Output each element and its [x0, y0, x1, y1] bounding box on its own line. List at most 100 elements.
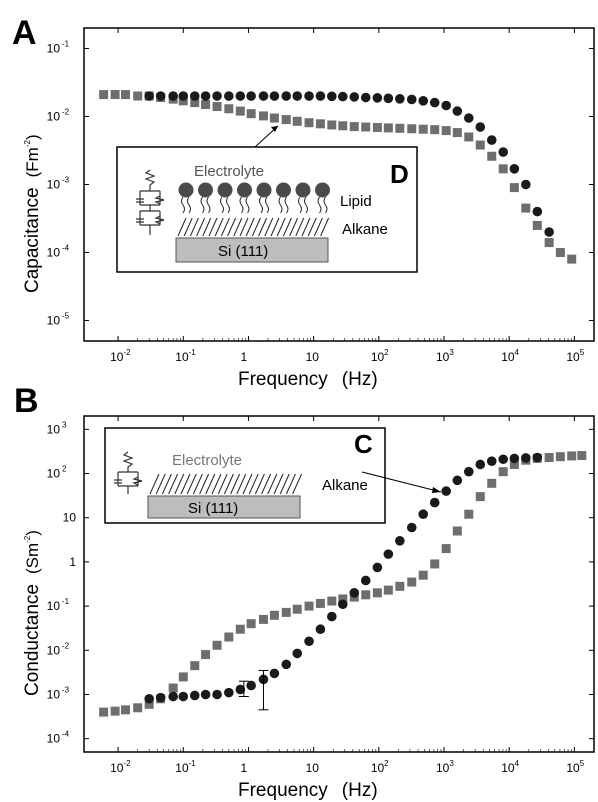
- data-point-circle: [269, 91, 280, 101]
- alkane-chain-icon: [320, 217, 330, 237]
- data-point-square: [452, 128, 462, 138]
- lipid-head-icon: [237, 182, 252, 198]
- data-point-square: [464, 509, 474, 519]
- data-point-circle: [406, 94, 417, 105]
- y-tick-label: 10: [63, 511, 77, 525]
- data-point-square: [430, 559, 440, 569]
- y-tick-label: 10 3: [47, 420, 67, 436]
- data-point-circle: [349, 92, 360, 102]
- data-point-square: [418, 570, 428, 580]
- x-tick-label: 102: [371, 759, 389, 775]
- data-point-square: [475, 140, 485, 150]
- inset-c-circuit-icon: [114, 451, 143, 494]
- data-point-square: [246, 109, 256, 119]
- data-point-square: [327, 596, 337, 606]
- data-point-square: [372, 588, 382, 598]
- data-point-circle: [224, 687, 234, 698]
- data-point-square: [144, 699, 154, 709]
- data-point-square: [212, 102, 222, 112]
- alkane-chain-icon: [279, 473, 290, 495]
- inset-c-letter: C: [354, 429, 373, 459]
- data-point-square: [201, 100, 211, 110]
- data-point-square: [212, 640, 222, 650]
- data-point-square: [498, 164, 508, 174]
- inset-d-substrate: [175, 237, 329, 263]
- data-point-circle: [395, 536, 405, 546]
- data-point-square: [258, 614, 268, 624]
- data-point-square: [509, 183, 519, 193]
- y-tick-label: 10 -5: [47, 312, 70, 328]
- data-point-circle: [178, 91, 189, 101]
- x-tick-label: 10-1: [175, 759, 196, 775]
- lipid-tail-icon: [181, 196, 191, 214]
- lipid-tail-icon: [278, 196, 289, 214]
- data-point-square: [292, 604, 302, 614]
- alkane-chain-icon: [189, 217, 199, 237]
- lipid-head-icon: [217, 182, 233, 198]
- alkane-chain-icon: [248, 473, 259, 495]
- lipid-tail-icon: [317, 196, 328, 214]
- data-point-circle: [372, 93, 383, 103]
- data-point-circle: [337, 599, 348, 610]
- lipid-head-icon: [198, 182, 213, 198]
- x-tick-label: 103: [436, 348, 454, 364]
- alkane-chain-icon: [202, 217, 212, 237]
- lipid-head-icon: [178, 182, 194, 198]
- lipid-head-icon: [295, 182, 311, 198]
- data-point-circle: [155, 692, 166, 703]
- data-point-square: [577, 451, 587, 461]
- svg-text:Conductance(Sm-2): Conductance(Sm-2): [22, 530, 43, 696]
- data-point-square: [99, 707, 109, 717]
- inset-c-substrate: [147, 495, 301, 519]
- alkane-chain-icon: [261, 473, 272, 495]
- inset-d-arrowhead: [271, 126, 278, 132]
- data-point-square: [361, 122, 371, 132]
- alkane-chain-icon: [149, 473, 160, 495]
- x-tick-label: 10-2: [110, 759, 131, 775]
- alkane-chain-icon: [251, 217, 261, 237]
- data-point-circle: [395, 93, 405, 104]
- data-point-circle: [441, 100, 451, 111]
- data-point-circle: [509, 453, 520, 464]
- data-point-square: [224, 632, 234, 642]
- x-tick-label: 104: [501, 348, 519, 364]
- inset-c-alkane-label: Alkane: [322, 477, 368, 494]
- alkane-chain-icon: [227, 217, 237, 237]
- alkane-chain-icon: [161, 473, 172, 495]
- lipid-head-icon: [276, 182, 291, 198]
- data-point-square: [235, 106, 245, 116]
- data-point-square: [555, 452, 565, 462]
- data-point-circle: [327, 91, 337, 102]
- data-point-square: [315, 119, 325, 129]
- data-point-square: [269, 113, 279, 123]
- data-point-circle: [258, 91, 269, 101]
- alkane-chain-icon: [295, 217, 305, 237]
- data-point-circle: [360, 92, 371, 103]
- inset-c-alkane-drawing: [149, 473, 303, 495]
- x-tick-label: 10: [306, 350, 320, 364]
- data-point-square: [487, 478, 497, 488]
- lipid-head-icon: [315, 182, 330, 198]
- data-point-square: [168, 683, 178, 693]
- data-point-circle: [498, 454, 509, 465]
- data-point-circle: [292, 91, 303, 101]
- data-point-circle: [281, 91, 292, 101]
- x-tick-label: 103: [436, 759, 454, 775]
- y-tick-label: 10 2: [47, 465, 67, 481]
- data-point-square: [224, 104, 234, 114]
- data-point-circle: [418, 509, 429, 520]
- data-point-circle: [349, 587, 360, 598]
- alkane-chain-icon: [223, 473, 234, 495]
- x-tick-label: 105: [566, 348, 584, 364]
- alkane-chain-icon: [186, 473, 197, 495]
- data-point-square: [361, 590, 371, 600]
- inset-c: Electrolyte C Alkane Si (111): [104, 427, 442, 524]
- data-point-circle: [189, 690, 200, 701]
- data-point-square: [452, 526, 462, 536]
- data-point-square: [304, 118, 314, 128]
- alkane-chain-icon: [301, 217, 311, 237]
- data-point-square: [133, 91, 143, 101]
- y-tick-label: 10 -1: [47, 39, 70, 55]
